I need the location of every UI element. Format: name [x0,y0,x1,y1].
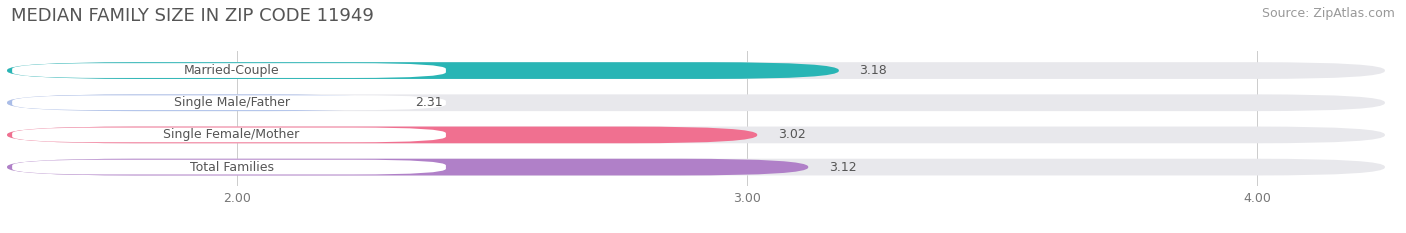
Text: 3.12: 3.12 [828,161,856,174]
FancyBboxPatch shape [7,127,1385,143]
Text: 2.31: 2.31 [415,96,443,109]
FancyBboxPatch shape [13,95,446,110]
Text: 3.18: 3.18 [859,64,887,77]
FancyBboxPatch shape [7,159,808,175]
FancyBboxPatch shape [7,127,758,143]
Text: Total Families: Total Families [190,161,274,174]
FancyBboxPatch shape [7,62,839,79]
Text: Source: ZipAtlas.com: Source: ZipAtlas.com [1261,7,1395,20]
FancyBboxPatch shape [7,94,395,111]
FancyBboxPatch shape [7,159,1385,175]
Text: Single Female/Mother: Single Female/Mother [163,128,299,141]
Text: MEDIAN FAMILY SIZE IN ZIP CODE 11949: MEDIAN FAMILY SIZE IN ZIP CODE 11949 [11,7,374,25]
FancyBboxPatch shape [7,94,1385,111]
Text: 3.02: 3.02 [778,128,806,141]
Text: Married-Couple: Married-Couple [184,64,280,77]
FancyBboxPatch shape [13,63,446,78]
FancyBboxPatch shape [13,160,446,175]
FancyBboxPatch shape [13,127,446,142]
FancyBboxPatch shape [7,62,1385,79]
Text: Single Male/Father: Single Male/Father [173,96,290,109]
